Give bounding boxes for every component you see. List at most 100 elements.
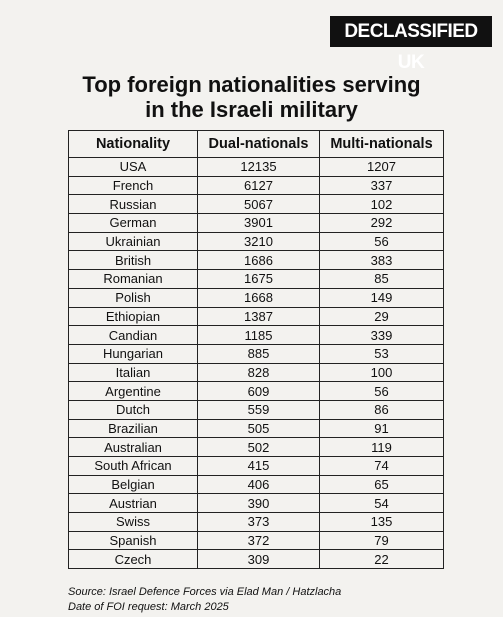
table-cell: 56 bbox=[319, 231, 444, 252]
table-cell: Spanish bbox=[68, 530, 198, 551]
table-row: USA 12135 1207 bbox=[68, 157, 444, 177]
table-cell: 337 bbox=[319, 175, 444, 196]
table-cell: Brazilian bbox=[68, 418, 198, 439]
table-cell: Ethiopian bbox=[68, 306, 198, 327]
table-row: Ethiopian 1387 29 bbox=[68, 306, 444, 327]
table-body: USA 12135 1207 French 6127 337 Russian 5067 102 G… bbox=[68, 157, 444, 570]
table-cell: Ukrainian bbox=[68, 231, 198, 252]
table-cell: 559 bbox=[197, 399, 320, 420]
table-cell: 29 bbox=[319, 306, 444, 327]
table-row: French 6127 337 bbox=[68, 175, 444, 196]
table-cell: French bbox=[68, 175, 198, 196]
table-cell: 406 bbox=[197, 474, 320, 495]
table-cell: 5067 bbox=[197, 194, 320, 215]
table-row: Polish 1668 149 bbox=[68, 287, 444, 308]
table-cell: 1185 bbox=[197, 325, 320, 345]
table-cell: 505 bbox=[197, 418, 320, 439]
table-cell: Russian bbox=[68, 194, 198, 215]
table-cell: South African bbox=[68, 456, 198, 476]
source-note: Source: Israel Defence Forces via Elad M… bbox=[68, 586, 342, 598]
table-cell: 53 bbox=[319, 343, 444, 364]
table-row: Czech 309 22 bbox=[68, 549, 444, 570]
title-line: Top foreign nationalities serving bbox=[82, 72, 421, 97]
table-row: Australian 502 119 bbox=[68, 437, 444, 457]
table-cell: 609 bbox=[197, 381, 320, 401]
table-cell: Hungarian bbox=[68, 343, 198, 364]
table-cell: 91 bbox=[319, 418, 444, 439]
table-cell: Argentine bbox=[68, 381, 198, 401]
table-row: Italian 828 100 bbox=[68, 362, 444, 383]
table-cell: Belgian bbox=[68, 474, 198, 495]
table-cell: Polish bbox=[68, 287, 198, 308]
table-cell: 22 bbox=[319, 549, 444, 570]
table-cell: 6127 bbox=[197, 175, 320, 196]
table-row: Candian 1185 339 bbox=[68, 325, 444, 345]
column-header: Dual-nationals bbox=[197, 130, 320, 158]
table-cell: 102 bbox=[319, 194, 444, 215]
table-row: Belgian 406 65 bbox=[68, 474, 444, 495]
table-row: Hungarian 885 53 bbox=[68, 343, 444, 364]
table-cell: Swiss bbox=[68, 512, 198, 532]
table-cell: USA bbox=[68, 157, 198, 177]
table-cell: 1207 bbox=[319, 157, 444, 177]
data-table: Nationality Dual-nationals Multi-nationals… bbox=[68, 130, 444, 570]
table-cell: 339 bbox=[319, 325, 444, 345]
table-cell: 65 bbox=[319, 474, 444, 495]
table-cell: 1387 bbox=[197, 306, 320, 327]
table-cell: 54 bbox=[319, 493, 444, 514]
table-cell: 79 bbox=[319, 530, 444, 551]
table-row: Ukrainian 3210 56 bbox=[68, 231, 444, 252]
table-row: British 1686 383 bbox=[68, 250, 444, 271]
table-row: Dutch 559 86 bbox=[68, 399, 444, 420]
title: Top foreign nationalities serving in the… bbox=[0, 72, 503, 122]
table-cell: Candian bbox=[68, 325, 198, 345]
table-row: South African 415 74 bbox=[68, 456, 444, 476]
table-cell: 1686 bbox=[197, 250, 320, 271]
table-cell: 100 bbox=[319, 362, 444, 383]
table-cell: 373 bbox=[197, 512, 320, 532]
column-header: Nationality bbox=[68, 130, 198, 158]
table-cell: Australian bbox=[68, 437, 198, 457]
header-row: Nationality Dual-nationals Multi-nationals bbox=[68, 130, 444, 158]
table-row: German 3901 292 bbox=[68, 213, 444, 233]
table-cell: 372 bbox=[197, 530, 320, 551]
table-cell: 119 bbox=[319, 437, 444, 457]
table-row: Romanian 1675 85 bbox=[68, 269, 444, 289]
table-cell: 828 bbox=[197, 362, 320, 383]
table-cell: German bbox=[68, 213, 198, 233]
table-cell: 12135 bbox=[197, 157, 320, 177]
table-cell: Romanian bbox=[68, 269, 198, 289]
table-cell: 74 bbox=[319, 456, 444, 476]
table-cell: Dutch bbox=[68, 399, 198, 420]
table-row: Brazilian 505 91 bbox=[68, 418, 444, 439]
column-header: Multi-nationals bbox=[319, 130, 444, 158]
brand-logo: DECLASSIFIED UK bbox=[330, 16, 492, 73]
table-cell: Czech bbox=[68, 549, 198, 570]
table-cell: 86 bbox=[319, 399, 444, 420]
table-cell: 56 bbox=[319, 381, 444, 401]
table-cell: 1675 bbox=[197, 269, 320, 289]
table-cell: 3901 bbox=[197, 213, 320, 233]
table-cell: 135 bbox=[319, 512, 444, 532]
table-cell: Italian bbox=[68, 362, 198, 383]
table-cell: British bbox=[68, 250, 198, 271]
table-cell: 3210 bbox=[197, 231, 320, 252]
title-line: in the Israeli military bbox=[145, 97, 358, 122]
table-cell: 149 bbox=[319, 287, 444, 308]
table-cell: 390 bbox=[197, 493, 320, 514]
table-row: Russian 5067 102 bbox=[68, 194, 444, 215]
table-cell: 292 bbox=[319, 213, 444, 233]
table-cell: 309 bbox=[197, 549, 320, 570]
table-cell: 383 bbox=[319, 250, 444, 271]
table-cell: 885 bbox=[197, 343, 320, 364]
date-note: Date of FOI request: March 2025 bbox=[68, 601, 229, 613]
table-cell: 502 bbox=[197, 437, 320, 457]
table-cell: Austrian bbox=[68, 493, 198, 514]
table-row: Swiss 373 135 bbox=[68, 512, 444, 532]
table-row: Austrian 390 54 bbox=[68, 493, 444, 514]
table-row: Argentine 609 56 bbox=[68, 381, 444, 401]
table-cell: 1668 bbox=[197, 287, 320, 308]
table-cell: 85 bbox=[319, 269, 444, 289]
table-cell: 415 bbox=[197, 456, 320, 476]
